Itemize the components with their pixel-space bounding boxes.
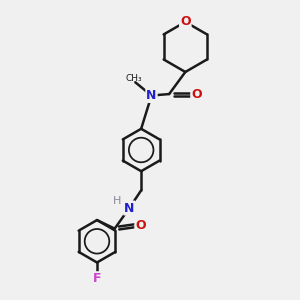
Text: CH₃: CH₃ (125, 74, 142, 83)
Text: F: F (93, 272, 101, 285)
Text: H: H (113, 196, 121, 206)
Text: O: O (135, 219, 146, 232)
Text: O: O (191, 88, 202, 100)
Text: N: N (124, 202, 135, 214)
Text: O: O (180, 15, 190, 28)
Text: N: N (146, 89, 157, 102)
